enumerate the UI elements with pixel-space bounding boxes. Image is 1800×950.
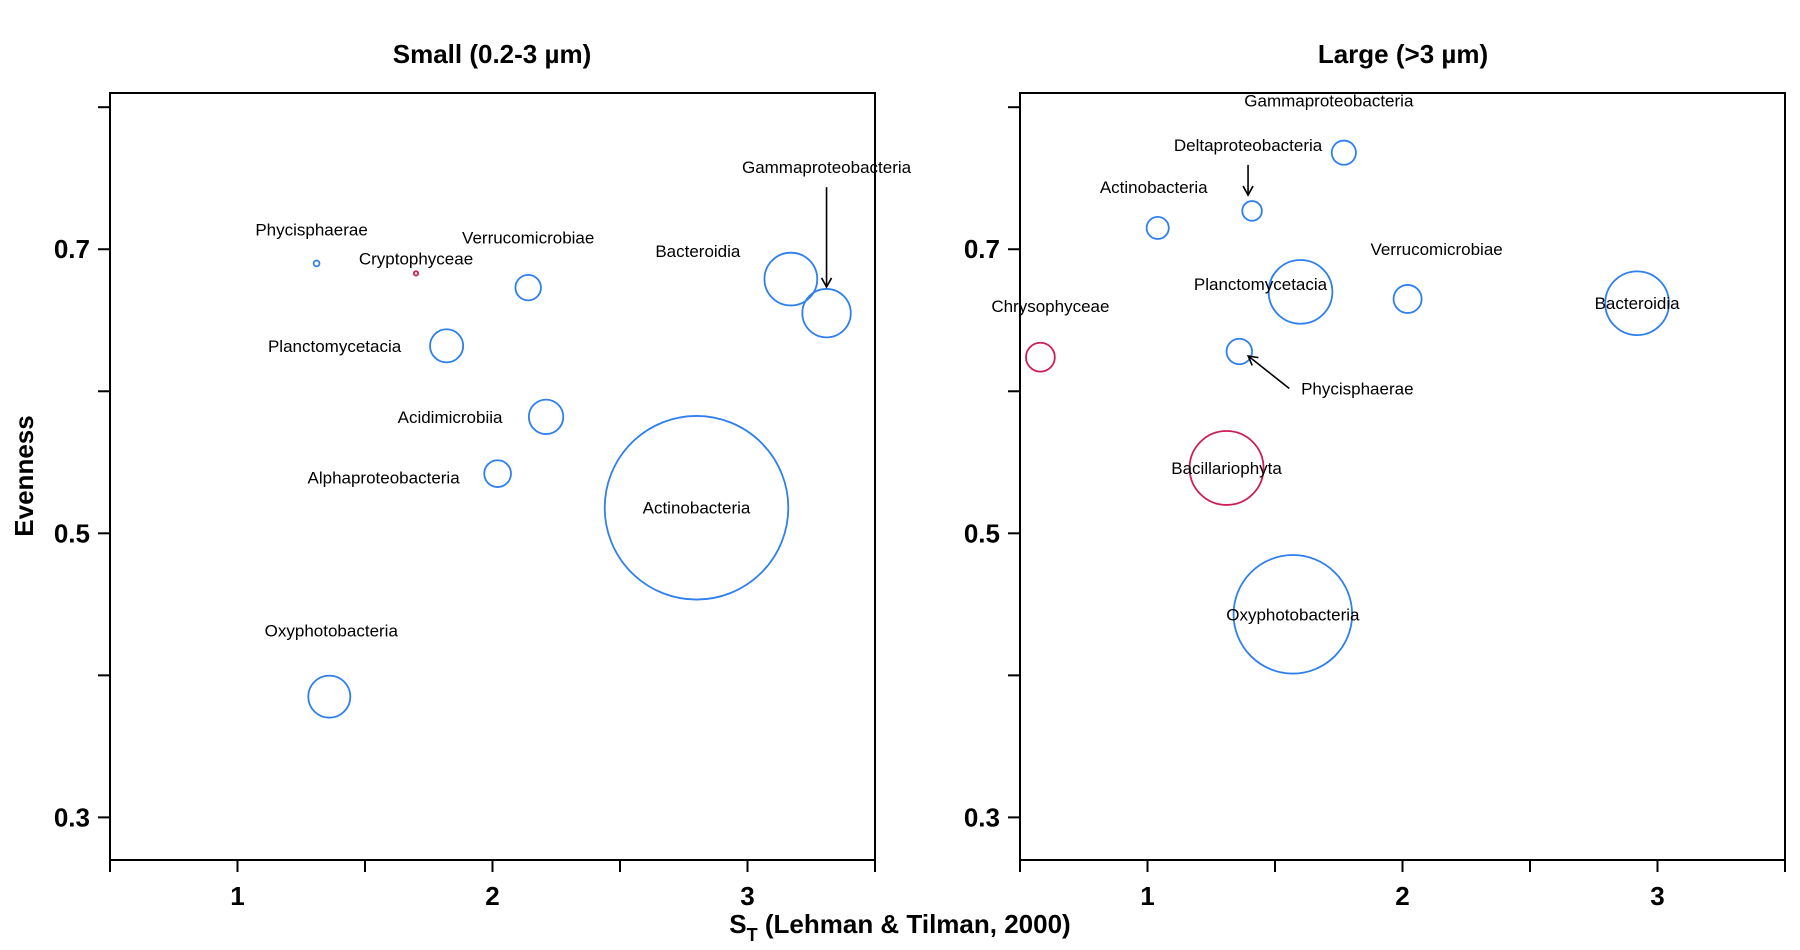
x-tick-label: 2 (1395, 881, 1409, 911)
bubble-label: Phycisphaerae (255, 220, 367, 239)
bubble-label: Cryptophyceae (359, 249, 473, 268)
y-axis-label: Evenness (9, 415, 39, 536)
x-axis-label-subscript: T (747, 925, 758, 945)
bubble-label: Actinobacteria (1100, 178, 1208, 197)
bubble-planctomycetacia (429, 328, 465, 364)
bubble-label: Alphaproteobacteria (308, 469, 461, 488)
pointer-arrow (1246, 354, 1290, 390)
bubble-label: Actinobacteria (643, 499, 751, 518)
panel-title: Small (0.2-3 µm) (393, 39, 592, 69)
bubble-deltaproteobacteria (1241, 200, 1263, 222)
bubble-oxyphotobacteria (1232, 554, 1354, 675)
bubble-label: Deltaproteobacteria (1174, 136, 1323, 155)
bubble-actinobacteria (1145, 215, 1170, 240)
bubble-verrucomicrobiae (514, 273, 542, 302)
bubble-label: Acidimicrobiia (398, 408, 503, 427)
bubble-actinobacteria (603, 415, 790, 601)
bubble-bacteroidia (1604, 270, 1670, 336)
bubble-chrysophyceae (1025, 341, 1056, 373)
bubble-label: Oxyphotobacteria (1226, 605, 1360, 624)
y-tick-label: 0.3 (54, 802, 90, 832)
bubble-phycisphaerae (1225, 337, 1253, 366)
x-axis-label-rest: (Lehman & Tilman, 2000) (758, 909, 1071, 939)
bubble-planctomycetacia (1267, 259, 1334, 325)
x-tick-label: 3 (1650, 881, 1664, 911)
bubble-cryptophyceae (412, 270, 420, 277)
bubble-label: Planctomycetacia (1194, 275, 1328, 294)
x-tick-label: 1 (1140, 881, 1154, 911)
plot-frame (109, 92, 876, 861)
bubble-phycisphaerae (312, 259, 321, 268)
y-tick-label: 0.7 (54, 234, 90, 264)
bubble-label: Bacillariophyta (1171, 459, 1282, 478)
bubble-gammaproteobacteria (1330, 139, 1357, 166)
y-tick-label: 0.7 (964, 234, 1000, 264)
x-tick-label: 2 (485, 881, 499, 911)
x-tick-label: 1 (230, 881, 244, 911)
bubble-label: Phycisphaerae (1301, 380, 1413, 399)
y-tick-label: 0.3 (964, 802, 1000, 832)
bubble-label: Verrucomicrobiae (1370, 240, 1502, 259)
plot-frame (1019, 92, 1786, 861)
y-tick-label: 0.5 (964, 518, 1000, 548)
bubble-alphaproteobacteria (483, 459, 512, 488)
bubble-label: Verrucomicrobiae (462, 229, 594, 248)
bubble-bacillariophyta (1188, 430, 1265, 506)
panel-1: Small (0.2-3 µm) 1 2 3 0.3 0.5 0.7 Phycisphaera… (54, 39, 912, 911)
bubble-label: Gammaproteobacteria (742, 158, 912, 177)
y-tick-label: 0.5 (54, 518, 90, 548)
bubble-label: Bacteroidia (1595, 294, 1681, 313)
bubble-label: Chrysophyceae (991, 297, 1109, 316)
bubble-bacteroidia (763, 251, 819, 307)
bubble-label: Planctomycetacia (268, 337, 402, 356)
x-axis-label-main: S (729, 909, 746, 939)
bubble-label: Bacteroidia (655, 242, 741, 261)
panel-title: Large (>3 µm) (1318, 39, 1488, 69)
bubble-gammaproteobacteria (801, 288, 852, 339)
bubble-acidimicrobiia (527, 398, 565, 435)
bubble-oxyphotobacteria (307, 674, 352, 719)
bubble-verrucomicrobiae (1392, 284, 1423, 314)
x-axis-label: ST (Lehman & Tilman, 2000) (729, 909, 1070, 945)
bubble-label: Gammaproteobacteria (1244, 92, 1414, 111)
bubble-label: Oxyphotobacteria (265, 622, 399, 641)
panel-2: Large (>3 µm) 1 2 3 0.3 0.5 0.7 Gammaproteobact… (964, 39, 1786, 911)
x-tick-label: 3 (740, 881, 754, 911)
